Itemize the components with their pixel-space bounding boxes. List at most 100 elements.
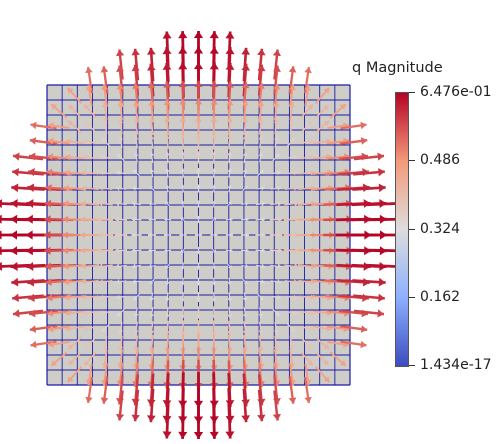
arrow-glyph: [257, 389, 266, 422]
arrow-glyph: [210, 232, 218, 238]
arrow-glyph: [82, 138, 98, 145]
arrow-glyph: [148, 217, 156, 222]
arrow-glyph: [258, 321, 264, 335]
arrow-glyph: [149, 135, 155, 149]
arrow-glyph: [131, 217, 142, 222]
arrow-glyph: [83, 351, 97, 367]
arrow-glyph: [27, 293, 60, 302]
arrow-glyph: [180, 134, 186, 150]
arrow-glyph: [164, 306, 170, 319]
arrow-glyphs: [0, 31, 403, 439]
arrow-glyph: [99, 294, 112, 300]
arrow-glyph: [164, 151, 170, 164]
arrow-glyph: [131, 201, 142, 207]
tick-label-min: 1.434e-17: [420, 357, 492, 373]
arrow-glyph: [12, 293, 44, 302]
arrow-glyph: [340, 340, 367, 349]
arrow-glyph: [227, 320, 233, 336]
arrow-glyph: [131, 248, 142, 253]
arrow-glyph: [102, 119, 108, 134]
arrow-glyph: [12, 309, 44, 318]
arrow-glyph: [118, 135, 124, 149]
arrow-glyph: [147, 388, 156, 423]
arrow-glyph: [226, 117, 233, 136]
tick-label-max: 6.476e-01: [420, 84, 492, 100]
arrow-glyph: [270, 170, 282, 176]
arrow-glyph: [227, 151, 233, 164]
arrow-glyph: [47, 137, 71, 145]
arrow-glyph: [80, 247, 100, 254]
arrow-glyph: [255, 263, 266, 269]
arrow-glyph: [270, 185, 282, 191]
arrow-glyph: [115, 170, 127, 176]
arrow-glyph: [242, 168, 248, 178]
arrow-glyph: [273, 335, 280, 352]
arrow-glyph: [115, 185, 127, 191]
arrow-glyph: [225, 403, 235, 439]
arrow-glyph: [314, 87, 331, 104]
arrow-glyph: [283, 232, 300, 238]
arrow-glyph: [65, 138, 84, 145]
arrow-glyph: [284, 279, 299, 285]
arrow-glyph: [196, 246, 201, 255]
arrow-glyph: [256, 186, 265, 191]
arrow-glyph: [131, 263, 142, 269]
arrow-glyph: [273, 321, 279, 335]
arrow-glyph: [162, 403, 172, 439]
arrow-glyph: [304, 376, 312, 404]
arrow-glyph: [273, 83, 281, 108]
arrow-glyph: [211, 184, 217, 193]
arrow-glyph: [289, 119, 295, 134]
arrow-glyph: [180, 320, 186, 336]
arrow-glyph: [149, 185, 155, 192]
arrow-glyph: [12, 152, 44, 161]
arrow-glyph: [117, 308, 125, 317]
arrow-glyph: [66, 87, 83, 104]
arrow-glyph: [97, 247, 114, 254]
arrow-glyph: [117, 335, 124, 352]
tick-mark-0486: [409, 160, 415, 161]
arrow-glyph: [114, 248, 128, 254]
arrow-glyph: [101, 101, 108, 121]
arrow-glyph: [133, 152, 139, 163]
arrow-glyph: [195, 306, 202, 319]
arrow-glyph: [288, 84, 296, 107]
arrow-glyph: [272, 49, 281, 80]
arrow-glyph: [225, 217, 234, 222]
arrow-glyph: [242, 135, 248, 149]
arrow-glyph: [84, 120, 96, 133]
arrow-glyph: [283, 247, 300, 254]
arrow-glyph: [227, 292, 232, 302]
arrow-glyph: [81, 294, 99, 301]
arrow-glyph: [80, 200, 100, 207]
arrow-glyph: [211, 247, 217, 254]
arrow-glyph: [27, 168, 60, 177]
arrow-glyph: [226, 99, 234, 123]
arrow-glyph: [270, 263, 282, 269]
arrow-glyph: [132, 279, 141, 284]
arrow-glyph: [241, 232, 249, 238]
arrow-glyph: [12, 168, 44, 177]
arrow-glyph: [82, 325, 98, 332]
arrow-glyph: [286, 137, 297, 147]
arrow-glyph: [242, 117, 249, 136]
arrow-glyph: [149, 292, 155, 302]
arrow-glyph: [196, 292, 201, 302]
arrow-glyph: [50, 103, 68, 119]
arrow-glyph: [180, 184, 186, 193]
arrow-glyph: [99, 170, 112, 176]
arrow-glyph: [257, 293, 264, 301]
arrow-glyph: [80, 231, 100, 239]
arrow-glyph: [339, 325, 368, 333]
arrow-glyph: [67, 104, 82, 118]
arrow-glyph: [116, 49, 125, 80]
arrow-glyph: [47, 309, 71, 317]
arrow-glyph: [256, 279, 265, 284]
arrow-glyph: [180, 200, 185, 208]
arrow-glyph: [64, 310, 85, 317]
arrow-glyph: [99, 154, 112, 160]
arrow-glyph: [315, 104, 330, 118]
arrow-glyph: [272, 153, 280, 162]
